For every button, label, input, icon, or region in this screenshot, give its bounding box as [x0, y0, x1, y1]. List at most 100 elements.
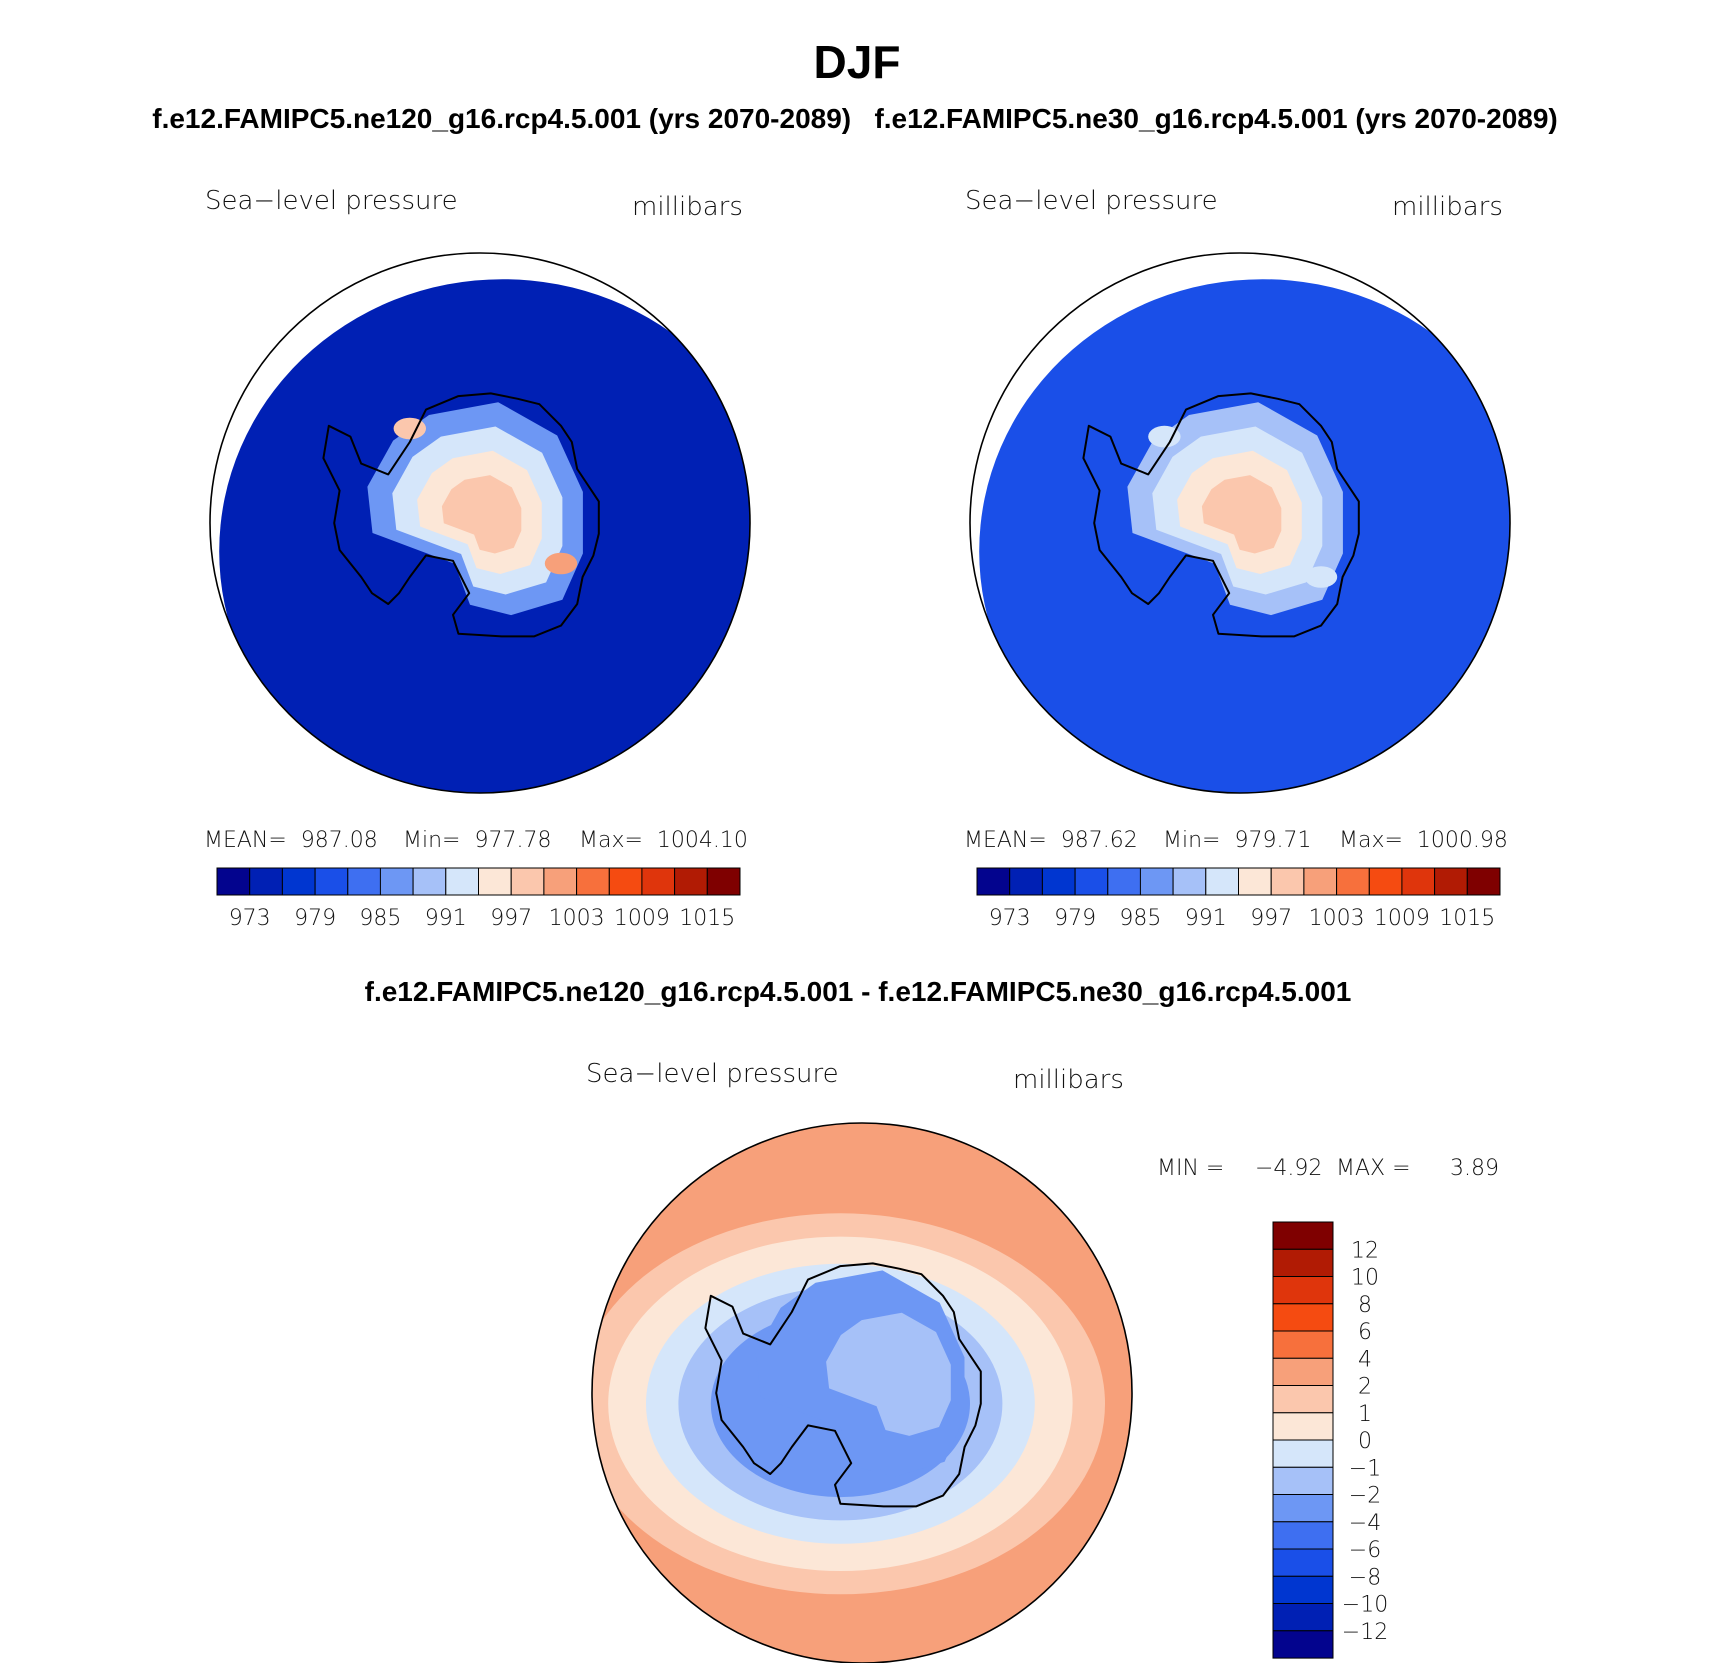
colorbar-tick-label: −6	[1349, 1538, 1381, 1563]
panel-ne120-units: millibars	[632, 192, 743, 222]
contour-band	[826, 1312, 951, 1436]
colorbar-swatch	[1434, 867, 1468, 896]
colorbar-tick-label: 973	[229, 906, 271, 931]
colorbar-tick-label: 1003	[1309, 906, 1365, 931]
colorbar-swatch	[1009, 867, 1043, 896]
colorbar-tick-label: 985	[359, 906, 401, 931]
colorbar-swatch	[1272, 1385, 1334, 1414]
colorbar-swatch	[1272, 1221, 1334, 1250]
coastline	[704, 1262, 982, 1508]
panel-diff-min-value: −4.92	[1255, 1156, 1322, 1181]
colorbar-tick-label: 12	[1351, 1238, 1379, 1263]
colorbar-tick-label: 10	[1351, 1266, 1379, 1291]
contour-band	[544, 552, 578, 575]
colorbar-tick-label: 6	[1358, 1320, 1372, 1345]
panel-ne30-variable: Sea−level pressure	[965, 186, 1218, 216]
colorbar-tick-label: 985	[1119, 906, 1161, 931]
colorbar-tick-label: 997	[490, 906, 532, 931]
panel-ne30-mean: MEAN= 987.62	[964, 828, 1138, 853]
panel-ne30-map	[979, 279, 1510, 793]
colorbar-swatch	[1270, 867, 1305, 896]
colorbar-swatch	[1272, 1494, 1334, 1523]
panel-ne120-colorbar: 973 979 985 991 997 1003 1009 1015	[216, 867, 741, 931]
colorbar-swatch	[1272, 1330, 1334, 1359]
panel-diff: Sea−level pressure millibars MIN = −4.92…	[586, 1059, 1499, 1663]
colorbar-swatch	[1272, 1439, 1334, 1468]
colorbar-swatch	[249, 867, 283, 896]
colorbar-swatch	[1172, 867, 1207, 896]
contour-band	[1304, 566, 1338, 588]
colorbar-tick-label: −2	[1349, 1484, 1381, 1509]
colorbar-tick-label: 979	[1054, 906, 1096, 931]
colorbar-tick-label: −8	[1349, 1565, 1381, 1590]
colorbar-swatch	[1139, 867, 1174, 896]
panel-diff-max-value: 3.89	[1450, 1156, 1499, 1181]
panel-diff-map-border	[591, 1122, 1133, 1663]
colorbar-tick-label: 1009	[614, 906, 670, 931]
panel-diff-max-label: MAX =	[1336, 1156, 1411, 1181]
colorbar-swatch	[445, 867, 479, 896]
colorbar-swatch	[510, 867, 545, 896]
colorbar-swatch	[1272, 1357, 1334, 1387]
colorbar-swatch	[1238, 867, 1272, 896]
panel-diff-variable: Sea−level pressure	[586, 1059, 839, 1089]
colorbar-tick-label: 8	[1358, 1293, 1372, 1318]
colorbar-swatch	[478, 867, 512, 896]
colorbar-tick-label: 4	[1358, 1347, 1372, 1372]
panel-ne30-min: Min= 979.71	[1163, 828, 1311, 853]
colorbar-tick-label: 991	[425, 906, 467, 931]
panel-diff-min-label: MIN =	[1157, 1156, 1224, 1181]
colorbar-swatch	[412, 867, 447, 896]
panel-ne30-colorbar: 973 979 985 991 997 1003 1009 1015	[976, 867, 1501, 931]
colorbar-tick-label: 979	[294, 906, 336, 931]
panel-ne30: Sea−level pressure millibars MEAN= 987.6…	[964, 186, 1511, 931]
colorbar-tick-label: 973	[989, 906, 1031, 931]
colorbar-swatch	[1368, 867, 1403, 896]
contour-band	[1201, 475, 1282, 554]
colorbar-swatch	[1401, 867, 1436, 896]
colorbar-tick-label: 1009	[1374, 906, 1430, 931]
colorbar-tick-label: −12	[1342, 1620, 1388, 1645]
colorbar-tick-label: 2	[1358, 1375, 1372, 1400]
diff-title: f.e12.FAMIPC5.ne120_g16.rcp4.5.001 - f.e…	[365, 976, 1352, 1007]
colorbar-swatch	[1272, 1575, 1334, 1605]
colorbar-swatch	[976, 867, 1011, 896]
colorbar-tick-label: −4	[1349, 1511, 1381, 1536]
colorbar-swatch	[1272, 1521, 1334, 1550]
panel-diff-map	[592, 1123, 1132, 1663]
coastline	[1082, 392, 1360, 638]
colorbar-swatch	[1272, 1248, 1334, 1278]
colorbar-swatch	[1272, 1303, 1334, 1332]
colorbar-tick-label: −10	[1342, 1593, 1388, 1618]
panel-ne30-units: millibars	[1392, 192, 1503, 222]
panel-ne120-max: Max= 1004.10	[579, 828, 748, 853]
panel-diff-units: millibars	[1013, 1065, 1124, 1095]
panel-ne120-map-border	[209, 252, 751, 794]
colorbar-swatch	[576, 867, 610, 896]
figure-subtitle: f.e12.FAMIPC5.ne120_g16.rcp4.5.001 (yrs …	[152, 103, 1558, 134]
colorbar-tick-label: 997	[1250, 906, 1292, 931]
colorbar-swatch	[1336, 867, 1370, 896]
colorbar-swatch	[1272, 1548, 1334, 1577]
colorbar-swatch	[1041, 867, 1076, 896]
colorbar-swatch	[1272, 1412, 1334, 1441]
colorbar-swatch	[1272, 1630, 1334, 1659]
panel-ne30-map-border	[969, 252, 1511, 794]
panel-ne30-max: Max= 1000.98	[1339, 828, 1508, 853]
colorbar-swatch	[281, 867, 316, 896]
coastline	[322, 392, 600, 638]
colorbar-tick-label: 1015	[679, 906, 735, 931]
figure-title: DJF	[814, 36, 901, 88]
colorbar-swatch	[641, 867, 676, 896]
colorbar-swatch	[706, 867, 741, 896]
colorbar-swatch	[379, 867, 414, 896]
colorbar-swatch	[1466, 867, 1501, 896]
colorbar-swatch	[1303, 867, 1338, 896]
colorbar-swatch	[1272, 1466, 1334, 1496]
colorbar-tick-label: 1	[1358, 1402, 1372, 1427]
panel-ne120-mean: MEAN= 987.08	[204, 828, 378, 853]
colorbar-tick-label: 0	[1358, 1429, 1372, 1454]
colorbar-swatch	[216, 867, 251, 896]
